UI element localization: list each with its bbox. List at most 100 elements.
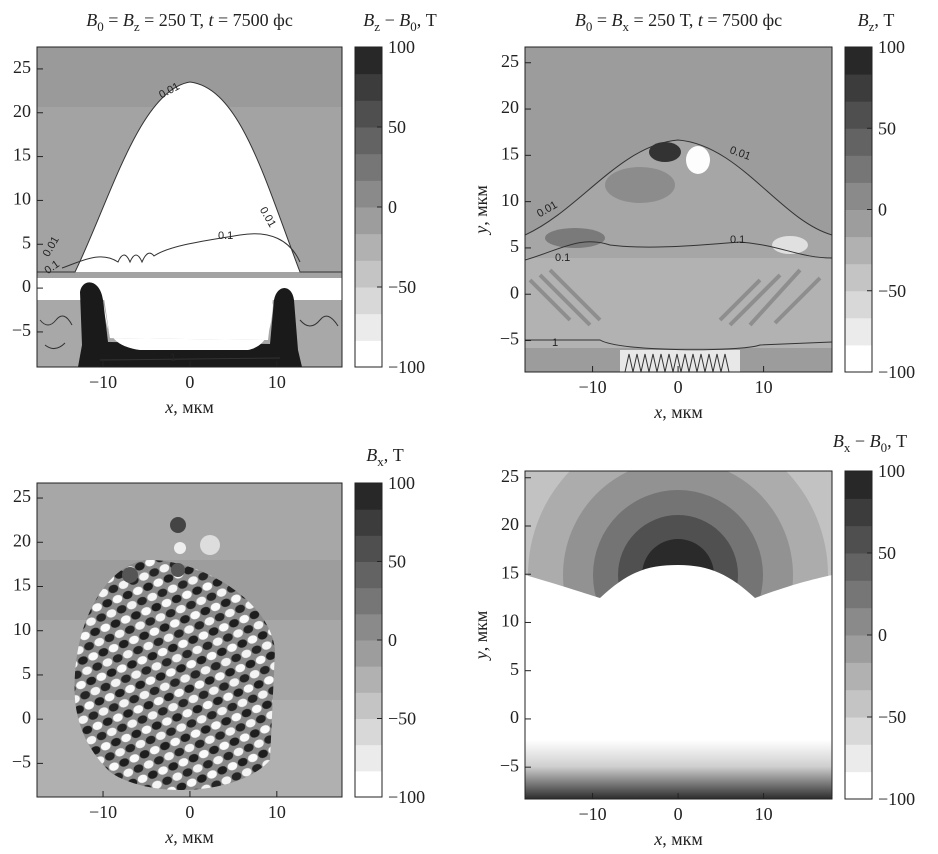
text-part: = [592, 10, 611, 30]
colorbar-band [845, 471, 872, 499]
y-tick-label: −5 [500, 755, 519, 775]
colorbar-band [355, 180, 382, 207]
y-tick-label: 10 [501, 190, 519, 210]
colorbar-tick-label: 0 [878, 200, 887, 220]
colorbar-band [845, 553, 872, 581]
colorbar-label: Bx, Т [366, 445, 404, 469]
contour-label: 1 [170, 352, 176, 364]
x-tick-label: −10 [89, 802, 117, 822]
y-tick-label: 5 [22, 232, 31, 252]
colorbar-band [845, 580, 872, 608]
text-part: , Т [874, 10, 894, 30]
text-part: B [363, 10, 374, 30]
text-part: x [653, 829, 662, 849]
colorbar-tick-label: 100 [388, 473, 415, 493]
y-tick-label: 5 [510, 236, 519, 256]
colorbar-tick-label: 100 [878, 37, 905, 57]
y-tick-label: 10 [501, 611, 519, 631]
colorbar-band [845, 662, 872, 690]
colorbar-band [355, 509, 382, 536]
colorbar-tick-label: 100 [878, 461, 905, 481]
contour-label: 0.1 [730, 234, 745, 246]
text-part: = 7500 фс [703, 10, 782, 30]
y-tick-label: 15 [13, 575, 31, 595]
colorbar-tick-label: −50 [388, 277, 416, 297]
y-tick-label: 5 [510, 659, 519, 679]
y-tick-label: 25 [13, 486, 31, 506]
x-axis-label: x, мкм [164, 827, 214, 847]
x-tick-label: 0 [185, 372, 194, 392]
colorbar-tick-label: −50 [878, 707, 906, 727]
colorbar-band [845, 345, 872, 373]
panel-title: B0 = Bz = 250 Т, t = 7500 фс [86, 10, 293, 34]
colorbar-band [355, 127, 382, 154]
colorbar-tick-label: 50 [878, 118, 896, 138]
x-tick-label: 10 [268, 372, 286, 392]
text-part: B [123, 10, 134, 30]
text-part: , мкм [173, 827, 214, 847]
text-part: B [611, 10, 622, 30]
colorbar-band [355, 640, 382, 667]
field-image: 0.01 0.01 0.1 0.1 1 [525, 47, 832, 372]
text-part: B [833, 431, 844, 451]
text-part: B [399, 10, 410, 30]
figure: 0.01 0.01 0.01 0.1 0.1 1 0.01 0.01 0.1 0… [0, 0, 938, 854]
colorbar-band [845, 772, 872, 800]
colorbar-tick-label: −50 [388, 709, 416, 729]
text-part: , мкм [662, 829, 703, 849]
colorbar-band [355, 771, 382, 798]
x-tick-label: 0 [185, 802, 194, 822]
x-tick-label: 10 [755, 804, 773, 824]
colorbar-band [845, 182, 872, 210]
colorbar-band [355, 614, 382, 641]
colorbar-band [845, 318, 872, 346]
colorbar-band [355, 483, 382, 510]
text-part: y [471, 226, 491, 236]
colorbar-band [845, 635, 872, 663]
text-part: B [575, 10, 586, 30]
colorbar-band [355, 207, 382, 234]
text-part: − [380, 10, 399, 30]
y-tick-label: 0 [22, 276, 31, 296]
colorbar-tick-label: 0 [878, 625, 887, 645]
text-part: = [104, 10, 123, 30]
y-tick-label: 5 [22, 663, 31, 683]
contour-label: 1 [552, 337, 558, 349]
text-part: B [870, 431, 881, 451]
colorbar-tick-label: −100 [878, 362, 915, 382]
colorbar-label: Bz, Т [858, 10, 895, 34]
text-part: , Т [887, 431, 907, 451]
x-tick-label: 10 [268, 802, 286, 822]
colorbar-tick-label: 50 [878, 543, 896, 563]
text-part: B [86, 10, 97, 30]
colorbar-tick-label: 0 [388, 197, 397, 217]
colorbar-tick-label: −100 [388, 357, 425, 377]
text-part: , мкм [662, 402, 703, 422]
colorbar-band [355, 260, 382, 287]
colorbar-band [355, 340, 382, 367]
colorbar-band [355, 588, 382, 615]
text-part: , Т [384, 445, 404, 465]
x-tick-label: 10 [755, 377, 773, 397]
colorbar-band [845, 717, 872, 745]
colorbar-band [355, 47, 382, 74]
y-tick-label: 0 [510, 707, 519, 727]
y-tick-label: 10 [13, 189, 31, 209]
x-tick-label: −10 [578, 377, 606, 397]
text-part: y [471, 651, 491, 661]
colorbar-band [845, 237, 872, 265]
colorbar-band [845, 210, 872, 238]
text-part: x [164, 397, 173, 417]
y-axis-label: y, мкм [471, 611, 491, 662]
colorbar-band [355, 692, 382, 719]
colorbar-band [355, 100, 382, 127]
colorbar-band [355, 666, 382, 693]
colorbar-band [355, 745, 382, 772]
colorbar-band [845, 291, 872, 319]
field-image [37, 483, 342, 797]
text-part: − [850, 431, 869, 451]
y-tick-label: 20 [501, 97, 519, 117]
y-tick-label: 20 [501, 514, 519, 534]
text-part: x [653, 402, 662, 422]
colorbar-tick-label: 50 [388, 117, 406, 137]
